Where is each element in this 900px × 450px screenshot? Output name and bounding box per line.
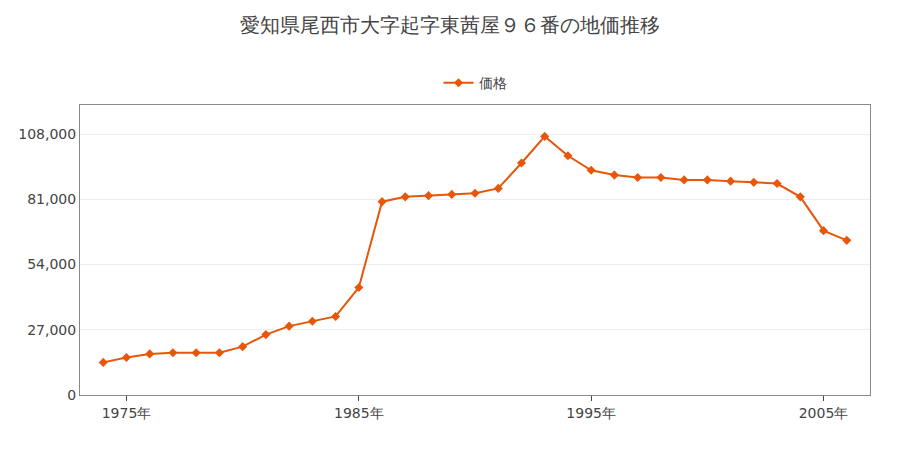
svg-text:0: 0 bbox=[67, 387, 76, 403]
svg-text:価格: 価格 bbox=[479, 75, 507, 91]
svg-text:1975年: 1975年 bbox=[102, 405, 152, 421]
svg-text:愛知県尾西市大字起字東茜屋９６番の地価推移: 愛知県尾西市大字起字東茜屋９６番の地価推移 bbox=[240, 13, 660, 37]
svg-text:2005年: 2005年 bbox=[799, 405, 849, 421]
svg-text:27,000: 27,000 bbox=[27, 322, 76, 338]
svg-text:81,000: 81,000 bbox=[27, 191, 76, 207]
svg-text:1985年: 1985年 bbox=[334, 405, 384, 421]
svg-text:54,000: 54,000 bbox=[27, 256, 76, 272]
svg-text:108,000: 108,000 bbox=[18, 126, 76, 142]
svg-text:1995年: 1995年 bbox=[566, 405, 616, 421]
